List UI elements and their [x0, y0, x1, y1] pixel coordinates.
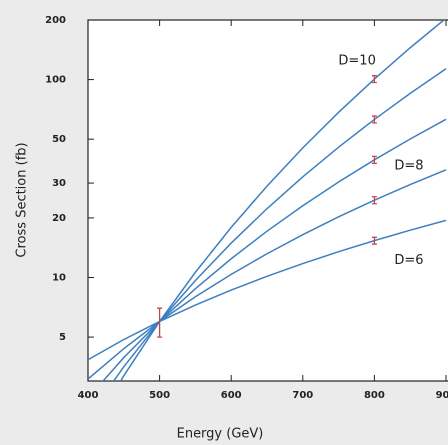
y-axis-label: Cross Section (fb) [15, 142, 30, 257]
error-bar [371, 196, 377, 205]
series-label: D=10 [338, 54, 375, 69]
x-tick-label: 800 [364, 390, 385, 401]
series-line [112, 68, 447, 381]
error-bar [371, 155, 377, 165]
x-tick-label: 900 [436, 390, 448, 401]
y-tick-label: 5 [59, 332, 66, 343]
series-label: D=8 [394, 158, 423, 173]
series-line [119, 20, 446, 381]
y-tick-label: 10 [52, 273, 66, 284]
x-tick-label: 400 [78, 390, 99, 401]
series-group [88, 20, 447, 381]
x-tick-label: 600 [221, 390, 242, 401]
error-bar [157, 307, 163, 338]
series-line [102, 118, 447, 381]
x-axis-label: Energy (GeV) [177, 427, 264, 442]
error-bar [371, 115, 377, 124]
y-tick-label: 100 [45, 75, 66, 86]
series-label: D=6 [394, 253, 423, 268]
x-tick-label: 700 [292, 390, 313, 401]
y-tick-label: 50 [52, 134, 66, 145]
series-line [88, 169, 447, 380]
error-bar [371, 236, 377, 245]
x-tick-label: 500 [149, 390, 170, 401]
y-tick-label: 20 [52, 213, 66, 224]
y-tick-label: 30 [52, 178, 66, 189]
error-bar [371, 75, 377, 84]
series-line [88, 219, 447, 361]
plot-area [87, 19, 448, 382]
y-tick-label: 200 [45, 15, 66, 26]
